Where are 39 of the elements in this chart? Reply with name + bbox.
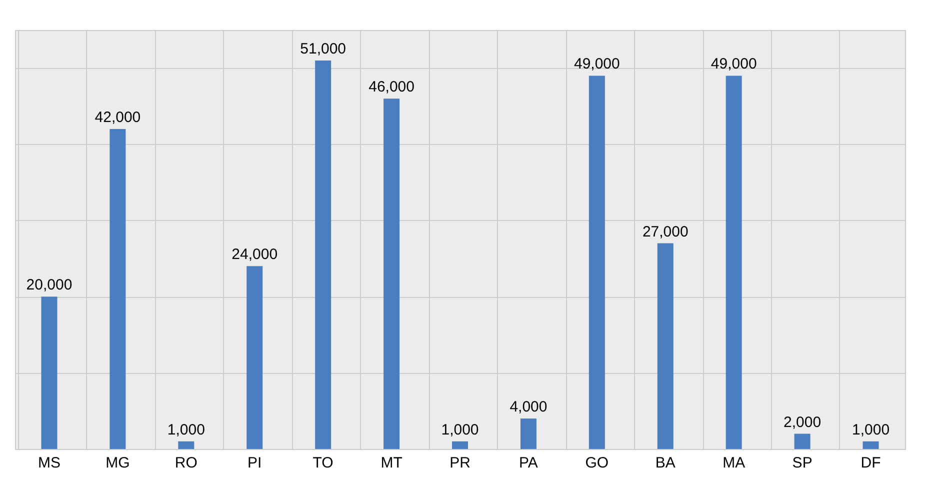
x-tick-label: GO [585, 454, 609, 472]
bar [862, 441, 879, 449]
x-tick-label: TO [312, 454, 334, 472]
data-label: 1,000 [441, 421, 479, 438]
x-tick-label: MA [722, 454, 746, 472]
bar [588, 76, 605, 449]
bar [246, 266, 263, 449]
x-tick-label: PR [450, 454, 471, 472]
bar [41, 296, 58, 449]
data-label: 49,000 [574, 56, 620, 73]
x-tick-label: DF [860, 454, 881, 472]
x-tick-label: MT [380, 454, 402, 472]
data-label: 1,000 [852, 421, 890, 438]
bar [110, 129, 126, 449]
x-tick-label: MG [106, 454, 130, 472]
data-label: 2,000 [784, 414, 822, 431]
x-tick-label: RO [174, 454, 198, 472]
data-label: 20,000 [26, 276, 72, 294]
data-label: 24,000 [232, 246, 278, 264]
x-tick-label: BA [655, 454, 676, 472]
data-label: 46,000 [368, 78, 414, 96]
data-label: 51,000 [300, 40, 346, 58]
data-label: 49,000 [710, 56, 757, 73]
x-tick-label: MS [38, 454, 60, 472]
data-label: 27,000 [642, 223, 688, 240]
bar [726, 76, 742, 449]
data-label: 1,000 [167, 421, 205, 438]
bar [178, 441, 194, 449]
data-label: 42,000 [94, 109, 141, 126]
x-tick-label: SP [792, 454, 812, 472]
bar [520, 418, 536, 449]
bar [794, 434, 810, 449]
bar [315, 60, 332, 449]
data-label: 4,000 [510, 398, 548, 416]
x-tick-label: PI [248, 454, 262, 472]
bar [384, 98, 400, 449]
x-tick-label: PA [519, 454, 538, 472]
bar [452, 441, 468, 449]
bar [657, 243, 674, 449]
